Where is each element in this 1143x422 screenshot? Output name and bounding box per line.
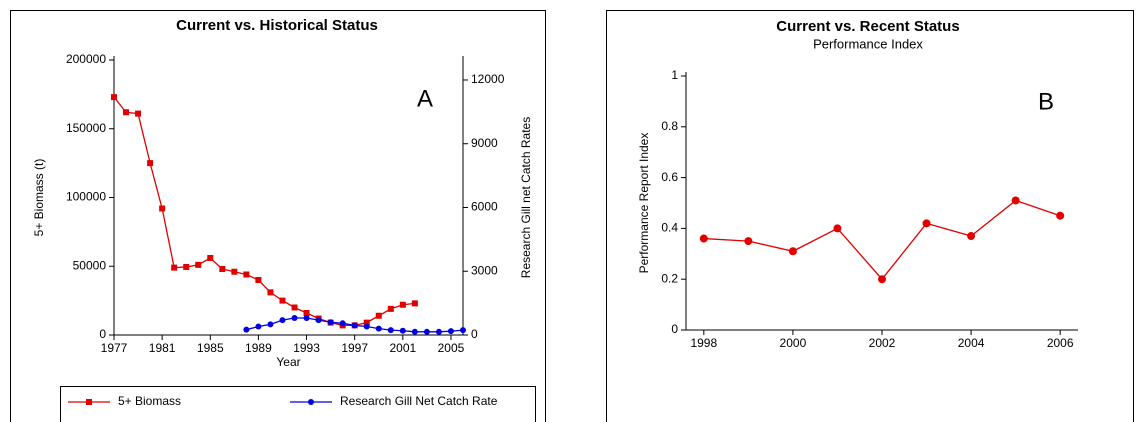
marker xyxy=(327,319,334,326)
marker xyxy=(375,325,382,332)
marker xyxy=(339,320,346,327)
x-axis-title: Year xyxy=(276,355,300,369)
marker xyxy=(699,234,708,243)
panel-letter: B xyxy=(1038,88,1054,115)
marker xyxy=(878,275,886,284)
marker xyxy=(351,322,358,329)
x-tick-label: 1998 xyxy=(690,336,717,350)
marker xyxy=(447,328,454,335)
panel-letter: A xyxy=(417,85,433,112)
marker xyxy=(399,327,406,334)
y2-tick-label: 6000 xyxy=(471,200,498,214)
marker xyxy=(460,327,466,334)
marker xyxy=(231,268,238,275)
legend-box xyxy=(60,386,536,422)
marker xyxy=(315,317,322,324)
y-tick-label: 0.6 xyxy=(661,170,678,184)
x-tick-label: 2005 xyxy=(438,341,465,355)
marker xyxy=(159,205,166,212)
marker xyxy=(411,300,418,307)
y-tick-label: 150000 xyxy=(66,121,106,135)
marker xyxy=(387,327,394,334)
y-tick-label: 0 xyxy=(99,327,106,341)
marker xyxy=(135,110,142,117)
y-axis-title: Performance Report Index xyxy=(637,133,651,274)
y2-tick-label: 0 xyxy=(471,327,478,341)
x-tick-label: 1993 xyxy=(293,341,320,355)
marker xyxy=(303,310,310,316)
chart-title: Current vs. Recent Status xyxy=(776,18,959,35)
marker xyxy=(195,261,202,268)
y2-tick-label: 12000 xyxy=(471,72,505,86)
marker xyxy=(123,109,130,116)
marker xyxy=(363,323,370,330)
marker xyxy=(171,264,178,271)
marker xyxy=(183,263,190,270)
x-tick-label: 2006 xyxy=(1047,336,1074,350)
series-line xyxy=(113,96,415,327)
y-tick-label: 200000 xyxy=(66,52,106,66)
marker xyxy=(147,160,154,167)
marker xyxy=(1011,196,1020,205)
marker xyxy=(967,232,976,241)
y-tick-label: 0 xyxy=(671,322,678,336)
y-tick-label: 0.4 xyxy=(661,221,678,235)
marker xyxy=(279,317,286,324)
marker xyxy=(219,266,226,272)
marker xyxy=(744,237,753,246)
y-axis-title: 5+ Biomass (t) xyxy=(32,159,46,237)
marker xyxy=(363,319,370,326)
marker xyxy=(423,328,430,335)
marker xyxy=(399,301,406,308)
marker xyxy=(1056,211,1065,220)
marker xyxy=(435,328,442,335)
x-tick-label: 2004 xyxy=(958,336,985,350)
marker xyxy=(833,224,842,233)
marker xyxy=(375,312,382,319)
x-tick-label: 1997 xyxy=(341,341,368,355)
x-tick-label: 1977 xyxy=(101,341,128,355)
chart-title: Current vs. Historical Status xyxy=(176,17,378,34)
legend-label: 5+ Biomass xyxy=(118,394,181,408)
legend-marker xyxy=(308,399,314,405)
panel-frame xyxy=(10,10,546,422)
marker xyxy=(387,305,394,312)
y-tick-label: 1 xyxy=(671,68,678,82)
series-line xyxy=(703,199,1061,281)
chart-subtitle: Performance Index xyxy=(813,36,923,51)
marker xyxy=(303,314,310,321)
marker xyxy=(411,328,418,335)
y2-axis-title: Research Gill net Catch Rates xyxy=(519,117,533,278)
x-tick-label: 1985 xyxy=(197,341,224,355)
y-tick-label: 0.2 xyxy=(661,271,678,285)
marker xyxy=(207,255,214,261)
marker xyxy=(243,271,250,278)
x-tick-label: 1981 xyxy=(149,341,176,355)
legend-label: Research Gill Net Catch Rate xyxy=(340,394,498,408)
marker xyxy=(243,326,250,333)
panel-frame xyxy=(606,10,1134,422)
marker xyxy=(788,247,797,256)
marker xyxy=(279,297,286,304)
x-tick-label: 2001 xyxy=(389,341,416,355)
marker xyxy=(255,277,262,283)
y2-tick-label: 9000 xyxy=(471,136,498,150)
x-tick-label: 1989 xyxy=(245,341,272,355)
y-tick-label: 50000 xyxy=(73,258,107,272)
y2-tick-label: 3000 xyxy=(471,263,498,277)
y-tick-label: 0.8 xyxy=(661,119,678,133)
marker xyxy=(291,304,298,311)
x-tick-label: 2002 xyxy=(869,336,896,350)
marker xyxy=(291,314,298,321)
legend-marker xyxy=(86,399,92,405)
y-tick-label: 100000 xyxy=(66,190,106,204)
marker xyxy=(255,323,262,330)
marker xyxy=(111,94,117,101)
x-tick-label: 2000 xyxy=(780,336,807,350)
marker xyxy=(267,321,274,328)
marker xyxy=(922,219,931,228)
marker xyxy=(267,289,274,296)
